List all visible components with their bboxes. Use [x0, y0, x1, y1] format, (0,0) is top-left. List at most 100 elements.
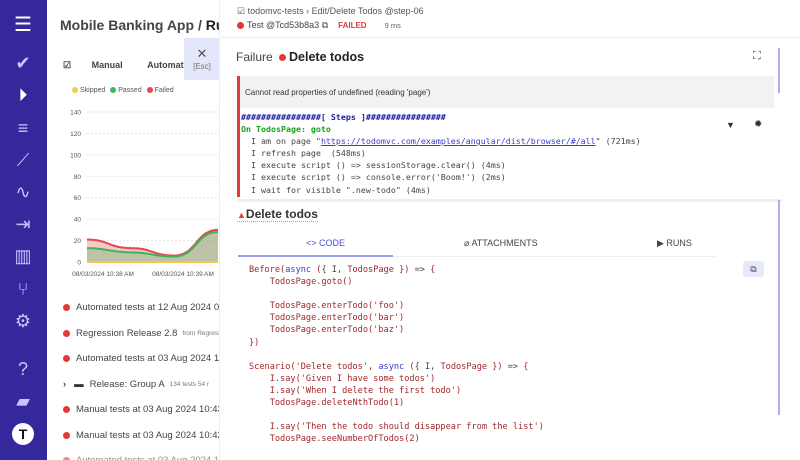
failure-heading: Failure Delete todos — [236, 50, 364, 64]
testomat-logo-icon[interactable]: T — [12, 423, 34, 445]
breadcrumb-path[interactable]: Edit/Delete Todos @step-06 — [311, 6, 424, 16]
tab-runs[interactable]: ▶ RUNS — [657, 238, 692, 248]
pulse-icon[interactable]: ∿ — [15, 182, 31, 202]
run-meta: 134 tests 54 r — [169, 380, 210, 388]
chevron-right-icon[interactable]: › — [63, 378, 67, 390]
run-item[interactable]: Regression Release 2.8 from Regressi — [47, 321, 220, 347]
steps-section: On TodosPage: goto — [241, 124, 331, 135]
help-icon[interactable]: ? — [17, 359, 28, 379]
test-info: Test @Tcd53b8a3 ⧉ FAILED 9 ms — [237, 20, 401, 31]
y-tick-label: 0 — [77, 260, 81, 267]
esc-hint: [Esc] — [193, 62, 211, 71]
legend-skipped[interactable]: Skipped — [80, 87, 106, 94]
tab-code[interactable]: <> CODE — [306, 238, 346, 248]
y-tick-label: 20 — [74, 238, 82, 245]
run-item[interactable]: Automated tests at 03 Aug 2024 10 — [47, 448, 219, 460]
x-tick-label: 08/03/2024 10:39 AM — [152, 271, 214, 278]
import-icon[interactable]: ⇥ — [15, 214, 31, 234]
title-separator: / — [197, 17, 202, 33]
copy-icon: ⧉ — [750, 264, 757, 274]
y-tick-label: 80 — [74, 174, 82, 181]
copy-code-button[interactable]: ⧉ — [743, 261, 764, 277]
step-text: " (721ms) — [595, 136, 641, 147]
gear-icon[interactable]: ⚙ — [14, 311, 32, 331]
close-button[interactable]: ✕ [Esc] — [184, 38, 219, 80]
breadcrumb-separator: › — [306, 6, 310, 16]
folder-icon[interactable]: ▰ — [16, 391, 30, 411]
run-item[interactable]: Manual tests at 03 Aug 2024 10:43 — [47, 397, 220, 423]
run-group[interactable]: › ▬ Release: Group A 134 tests 54 r — [47, 372, 219, 398]
run-item[interactable]: Automated tests at 03 Aug 2024 10 — [47, 346, 220, 372]
run-name: Automated tests at 03 Aug 2024 10 — [76, 353, 220, 365]
sidebar: ☰ ✔ ⏵ ≡ ⟋ ∿ ⇥ ▥ ⑂ ⚙ ? ▰ T — [0, 0, 47, 460]
play-circle-icon[interactable]: ⏵ — [18, 85, 28, 105]
checkbox-icon: ☑ — [237, 6, 246, 16]
step-line: I execute script () => console.error('Bo… — [241, 172, 506, 183]
error-message: Cannot read properties of undefined (rea… — [240, 76, 774, 108]
fullscreen-icon[interactable]: ⛶ — [753, 50, 761, 62]
menu-icon[interactable]: ☰ — [14, 14, 32, 36]
project-name[interactable]: Mobile Banking App — [60, 17, 195, 33]
run-name: Manual tests at 03 Aug 2024 10:42 — [76, 429, 220, 441]
step-line: I am on page "https://todomvc.com/exampl… — [241, 135, 774, 147]
failed-status-icon — [279, 54, 287, 61]
runs-list: Automated tests at 12 Aug 2024 05 Regress… — [47, 295, 220, 460]
run-name: Regression Release 2.8 — [76, 327, 178, 339]
run-item[interactable]: Automated tests at 12 Aug 2024 05 — [47, 295, 220, 321]
legend-skipped-dot — [72, 87, 78, 93]
tab-attachments[interactable]: ⌀ ATTACHMENTS — [464, 238, 538, 249]
failure-title: Delete todos — [289, 50, 365, 64]
legend-passed-dot — [110, 87, 117, 93]
chart-legend: Skipped Passed Failed — [69, 87, 174, 94]
run-name: Release: Group A — [89, 378, 165, 390]
y-tick-label: 60 — [74, 195, 82, 202]
tab-attachments-label: ATTACHMENTS — [471, 238, 538, 248]
y-tick-label: 100 — [70, 152, 81, 159]
resize-handle[interactable] — [237, 199, 782, 202]
close-icon: ✕ — [196, 46, 208, 61]
check-icon[interactable]: ✔ — [15, 53, 31, 73]
failed-status-icon — [63, 406, 70, 414]
x-tick-label: 08/03/2024 10:38 AM — [72, 271, 134, 278]
failed-status-icon — [63, 355, 70, 363]
failed-status-icon — [63, 431, 70, 439]
filter-icon[interactable]: ▼ — [726, 120, 735, 130]
legend-passed[interactable]: Passed — [118, 87, 142, 94]
scrollbar[interactable] — [778, 48, 780, 93]
failure-label: Failure — [236, 50, 273, 64]
test-title-text: Delete todos — [245, 207, 318, 221]
run-meta: from Regressi — [182, 329, 220, 337]
debug-icon[interactable]: ✹ — [754, 119, 763, 130]
y-tick-label: 40 — [74, 217, 82, 224]
step-text: I am on page " — [241, 136, 321, 147]
active-tab-indicator — [238, 255, 393, 257]
y-tick-label: 120 — [70, 131, 81, 138]
analytics-icon[interactable]: ▥ — [14, 246, 32, 266]
failed-status-icon — [63, 329, 70, 337]
legend-failed-dot — [146, 87, 153, 93]
step-url-link[interactable]: https://todomvc.com/examples/angular/dis… — [320, 136, 596, 147]
run-name: Manual tests at 03 Aug 2024 10:43 — [76, 404, 220, 416]
run-name: Automated tests at 12 Aug 2024 05 — [76, 302, 220, 314]
page-title: Mobile Banking App / Runs — [60, 17, 219, 33]
breadcrumb-project[interactable]: todomvc-tests — [247, 6, 304, 16]
tab-manual[interactable]: Manual — [91, 60, 123, 70]
run-name: Automated tests at 03 Aug 2024 10 — [76, 455, 219, 460]
line-passed — [86, 231, 219, 258]
run-item[interactable]: Manual tests at 03 Aug 2024 10:42 — [47, 423, 220, 449]
steps-header: ################[ Steps ]###############… — [241, 112, 446, 122]
checklist-icon[interactable]: ≡ — [17, 118, 29, 138]
tab-automated[interactable]: Automated — [147, 60, 195, 70]
scrollbar[interactable] — [778, 200, 780, 415]
steps-icon[interactable]: ⟋ — [16, 150, 30, 170]
branch-icon[interactable]: ⑂ — [17, 279, 29, 299]
error-box: Cannot read properties of undefined (rea… — [237, 76, 774, 197]
test-detail-panel: ☑ todomvc-tests › Edit/Delete Todos @ste… — [220, 0, 800, 460]
checklist-icon[interactable]: ☑ — [63, 60, 72, 70]
y-tick-label: 140 — [70, 110, 81, 117]
failed-status-icon — [63, 304, 70, 312]
status-badge: FAILED — [338, 21, 367, 30]
copy-icon[interactable]: ⧉ — [321, 20, 329, 30]
legend-failed[interactable]: Failed — [154, 87, 174, 94]
step-line: I execute script () => sessionStorage.cl… — [241, 160, 506, 171]
